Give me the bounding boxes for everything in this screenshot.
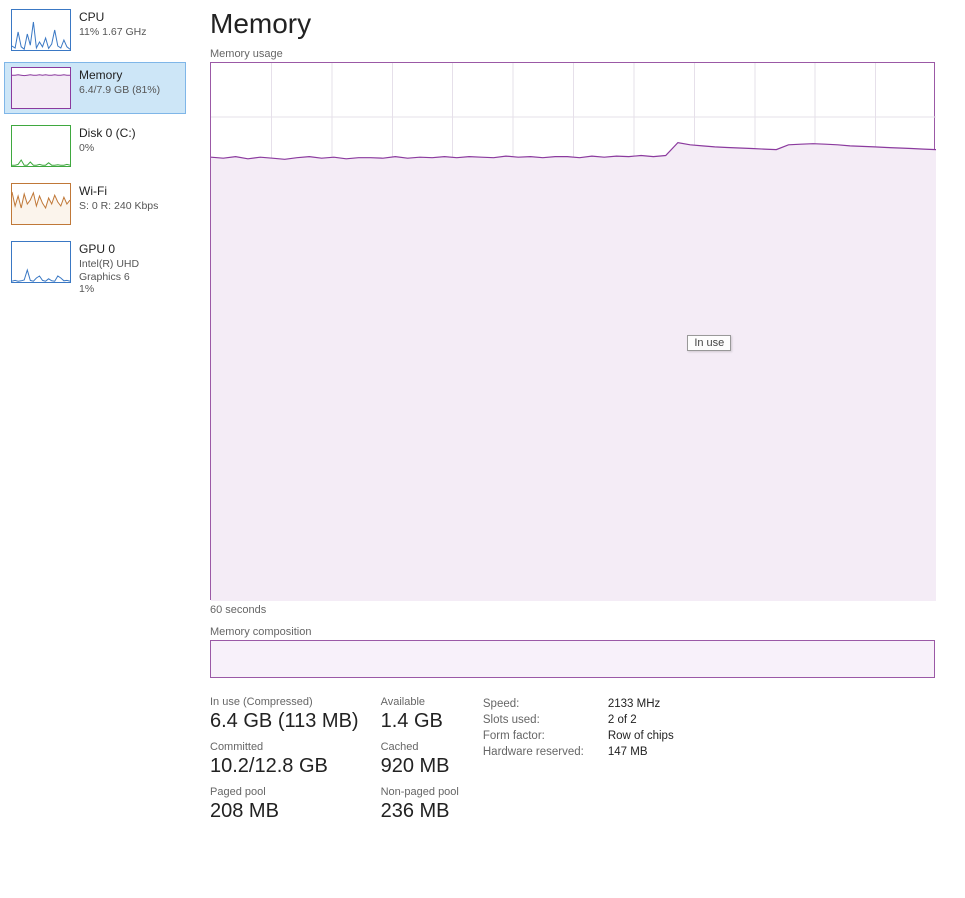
stat-label: Non-paged pool (381, 786, 459, 798)
gpu-thumb-chart (11, 241, 71, 283)
sidebar-item-sub: S: 0 R: 240 Kbps (79, 200, 158, 213)
stat-label: Cached (381, 741, 459, 753)
sidebar-item-sub: 11% 1.67 GHz (79, 26, 147, 39)
sidebar-item-wifi[interactable]: Wi-Fi S: 0 R: 240 Kbps (4, 178, 186, 230)
stat-value: 920 MB (381, 755, 459, 778)
wifi-thumb-chart (11, 183, 71, 225)
stats-right: Speed: 2133 MHz Slots used: 2 of 2 Form fact… (483, 696, 674, 823)
memory-thumb-chart (11, 67, 71, 109)
stat-value: 236 MB (381, 800, 459, 823)
chart-xaxis-start: 60 seconds (210, 604, 965, 616)
page-title: Memory (210, 8, 965, 40)
memory-composition: Memory composition (210, 626, 965, 678)
composition-label: Memory composition (210, 626, 965, 638)
stat-label: Paged pool (210, 786, 359, 798)
stat-available: Available 1.4 GB (381, 696, 459, 733)
spec-key: Slots used: (483, 714, 584, 726)
sidebar-item-cpu[interactable]: CPU 11% 1.67 GHz (4, 4, 186, 56)
stat-label: In use (Compressed) (210, 696, 359, 708)
stat-non-paged-pool: Non-paged pool 236 MB (381, 786, 459, 823)
disk-thumb-chart (11, 125, 71, 167)
sidebar-item-sub: 6.4/7.9 GB (81%) (79, 84, 160, 97)
sidebar-item-title: CPU (79, 10, 147, 24)
spec-key: Speed: (483, 698, 584, 710)
spec-key: Hardware reserved: (483, 746, 584, 758)
stat-value: 6.4 GB (113 MB) (210, 710, 359, 733)
chart-label: Memory usage (210, 48, 965, 60)
sidebar-item-title: Wi-Fi (79, 184, 158, 198)
sidebar-item-gpu[interactable]: GPU 0 Intel(R) UHD Graphics 6 1% (4, 236, 186, 301)
stat-paged-pool: Paged pool 208 MB (210, 786, 359, 823)
sidebar-item-sub: Intel(R) UHD Graphics 6 1% (79, 258, 179, 296)
composition-bar (210, 640, 935, 678)
spec-value: 2133 MHz (608, 698, 674, 710)
sidebar-item-memory[interactable]: Memory 6.4/7.9 GB (81%) (4, 62, 186, 114)
sidebar-item-disk[interactable]: Disk 0 (C:) 0% (4, 120, 186, 172)
stat-cached: Cached 920 MB (381, 741, 459, 778)
sidebar-item-title: GPU 0 (79, 242, 179, 256)
main-panel: Memory Memory usage In use 60 seconds Me… (192, 0, 965, 898)
memory-usage-chart: In use (210, 62, 935, 600)
stat-label: Committed (210, 741, 359, 753)
spec-key: Form factor: (483, 730, 584, 742)
sidebar-item-title: Memory (79, 68, 160, 82)
stat-committed: Committed 10.2/12.8 GB (210, 741, 359, 778)
spec-value: Row of chips (608, 730, 674, 742)
cpu-thumb-chart (11, 9, 71, 51)
spec-value: 2 of 2 (608, 714, 674, 726)
stat-value: 208 MB (210, 800, 359, 823)
sidebar: CPU 11% 1.67 GHz Memory 6.4/7.9 GB (81%) Dis… (0, 0, 192, 898)
stat-value: 1.4 GB (381, 710, 459, 733)
stat-in-use-compressed-: In use (Compressed) 6.4 GB (113 MB) (210, 696, 359, 733)
stat-value: 10.2/12.8 GB (210, 755, 359, 778)
sidebar-item-sub: 0% (79, 142, 136, 155)
stats-left: In use (Compressed) 6.4 GB (113 MB) Availa… (210, 696, 459, 823)
sidebar-item-title: Disk 0 (C:) (79, 126, 136, 140)
stat-label: Available (381, 696, 459, 708)
spec-value: 147 MB (608, 746, 674, 758)
stats-block: In use (Compressed) 6.4 GB (113 MB) Availa… (210, 696, 965, 823)
